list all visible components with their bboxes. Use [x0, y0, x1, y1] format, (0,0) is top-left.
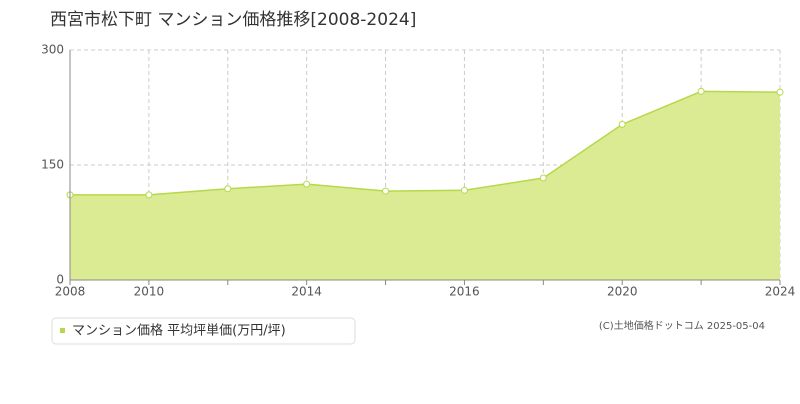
x-tick-label: 2024: [765, 285, 796, 299]
x-tick-label: 2010: [134, 285, 165, 299]
y-tick-label: 150: [41, 158, 64, 172]
area: [70, 91, 780, 281]
y-tick-label: 0: [56, 273, 64, 287]
line: [70, 90, 781, 196]
x-tick-label: 2014: [291, 285, 322, 299]
point: [224, 185, 232, 193]
x-tick-label: 2020: [607, 285, 638, 299]
y-tick-label: 300: [41, 43, 64, 57]
point: [145, 191, 153, 199]
point: [303, 180, 311, 188]
point: [618, 120, 626, 128]
point: [382, 187, 390, 195]
legend-box: [51, 317, 356, 345]
point: [539, 174, 547, 182]
chart-title: 西宮市松下町 マンション価格推移[2008-2024]: [50, 10, 416, 30]
legend-swatch: [60, 328, 65, 333]
point: [697, 87, 705, 95]
legend-label: マンション価格 平均坪単価(万円/坪): [72, 323, 286, 339]
source-note: (C)土地価格ドットコム 2025-05-04: [599, 319, 765, 332]
x-tick-label: 2016: [449, 285, 480, 299]
point: [776, 88, 784, 96]
x-tick-label: 2008: [55, 285, 86, 299]
point: [460, 186, 468, 194]
